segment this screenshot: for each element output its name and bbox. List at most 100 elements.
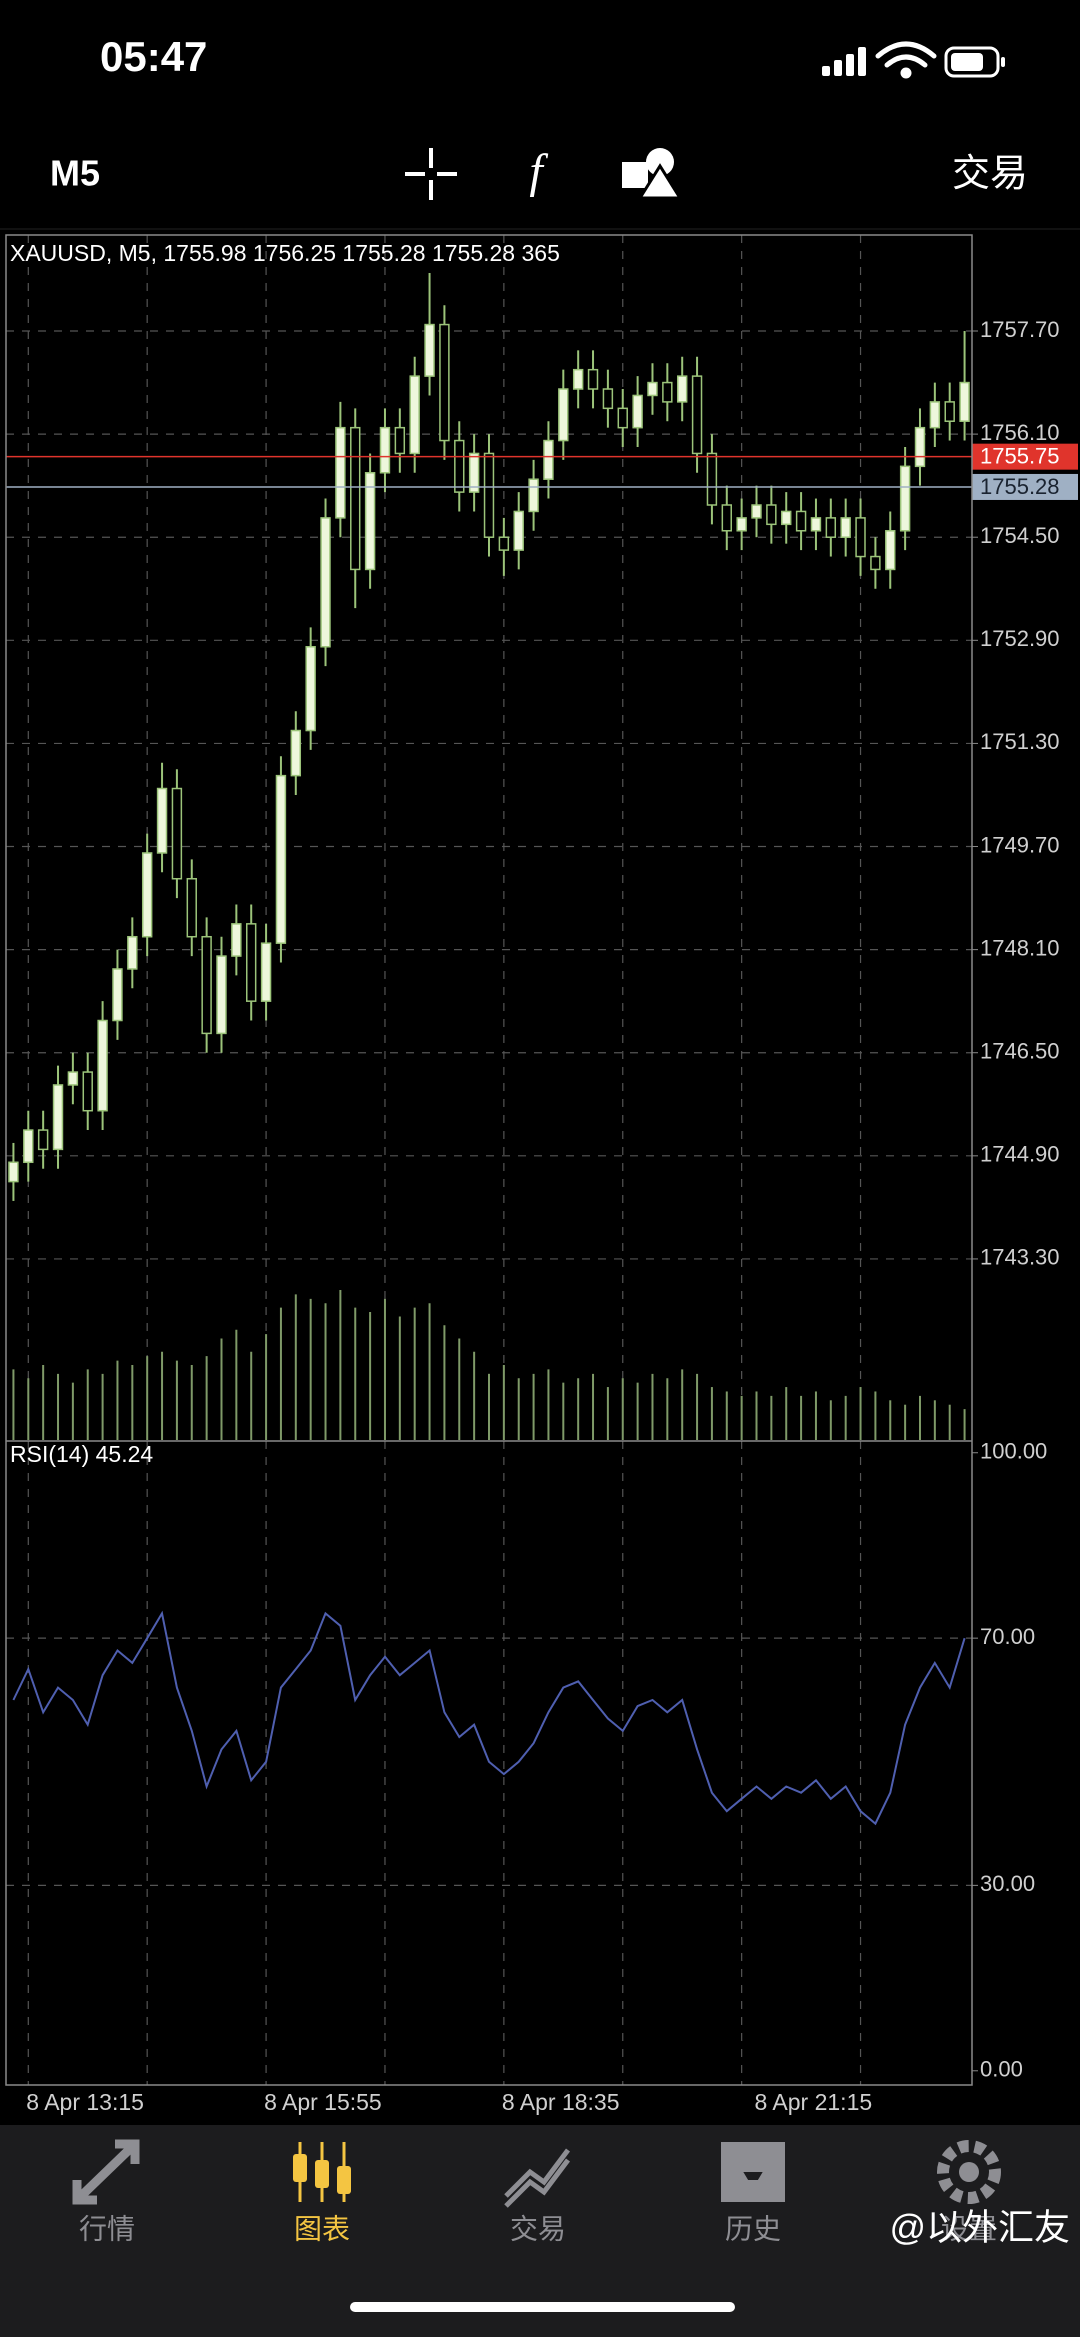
candle-body	[706, 452, 718, 506]
y-tick-label: 1752.90	[980, 626, 1060, 651]
candle-body	[825, 517, 837, 538]
candle-body	[528, 478, 539, 513]
candle-body	[899, 465, 911, 532]
candle-body	[721, 504, 732, 532]
candle-body	[156, 787, 168, 854]
chart-frame	[5, 234, 973, 2086]
trade-button[interactable]: 交易	[952, 153, 1028, 195]
candle-body	[602, 388, 614, 410]
candle-body	[632, 394, 643, 429]
x-tick-label: 8 Apr 13:15	[26, 2089, 144, 2115]
y-tick-label: 1749.70	[980, 832, 1060, 857]
candle-body	[350, 426, 361, 571]
candle-body	[736, 517, 747, 532]
tab[interactable]: 交易	[504, 2148, 570, 2244]
candle-body	[186, 877, 197, 938]
candle-body	[171, 787, 183, 880]
candle-body	[944, 401, 955, 422]
tab-icon	[72, 2139, 140, 2205]
candle-body	[231, 923, 242, 957]
home-indicator	[350, 2302, 735, 2312]
candle-body	[885, 530, 896, 571]
candle-body	[23, 1129, 34, 1164]
timeframe-button[interactable]: M5	[50, 153, 100, 194]
candle-body	[676, 375, 688, 403]
y-tick-label: 1743.30	[980, 1245, 1060, 1270]
battery-icon	[944, 46, 1005, 78]
tab-bar	[0, 2125, 1080, 2337]
candle-body	[260, 942, 272, 1002]
candle-body	[498, 536, 510, 551]
candle-body	[52, 1084, 64, 1151]
candle-body	[751, 504, 762, 519]
y-tick-label: 1757.70	[980, 317, 1060, 342]
candle-body	[840, 517, 851, 538]
rsi-line	[12, 1610, 966, 1826]
candle-body	[394, 426, 406, 455]
candle-body	[439, 323, 450, 442]
candle-body	[558, 388, 569, 442]
candle-body	[454, 439, 465, 493]
candle-body	[959, 381, 970, 422]
x-tick-label: 8 Apr 15:55	[264, 2089, 382, 2115]
chart-title: XAUUSD, M5, 1755.98 1756.25 1755.28 1755…	[10, 240, 560, 266]
crosshair-button[interactable]	[405, 148, 457, 200]
candle-body	[246, 923, 257, 1002]
candle-body	[424, 323, 435, 377]
candle-body	[67, 1071, 79, 1086]
y-tick-label: 1748.10	[980, 935, 1060, 960]
tab-icon	[937, 2140, 1001, 2204]
candle-body	[662, 381, 673, 403]
candle-body	[870, 555, 881, 571]
y-tick-label: 1754.50	[980, 523, 1060, 548]
watermark: @以外汇友	[889, 2207, 1070, 2248]
candle-body	[290, 729, 302, 777]
wifi-icon	[875, 41, 937, 79]
candle-body	[647, 381, 658, 397]
candle-body	[335, 426, 346, 519]
candle-body	[468, 452, 480, 493]
candle-body	[127, 935, 138, 970]
candle-body	[141, 852, 153, 938]
tab[interactable]: 历史	[721, 2142, 785, 2244]
candle-body	[914, 426, 926, 468]
y-tick-label: 70.00	[980, 1624, 1035, 1649]
y-tick-label: 0.00	[980, 2057, 1023, 2082]
candle-body	[795, 510, 807, 532]
tab-icon	[293, 2154, 307, 2182]
candle-body	[483, 452, 495, 538]
candle-body	[543, 439, 554, 480]
candle-body	[320, 517, 331, 648]
tab-label: 历史	[725, 2213, 781, 2244]
candle-body	[216, 955, 227, 1035]
y-tick-label: 1744.90	[980, 1142, 1060, 1167]
candle-body	[364, 472, 376, 571]
candle-body	[305, 646, 316, 732]
tab[interactable]: 设置	[937, 2140, 1001, 2244]
tab-icon	[721, 2142, 785, 2202]
tab[interactable]: 图表	[293, 2142, 351, 2244]
candle-body	[513, 510, 524, 551]
objects-button[interactable]	[622, 148, 683, 200]
candle-body	[8, 1161, 19, 1183]
candle-body	[201, 935, 212, 1035]
chart: 1743.30 1744.90 1746.50 1748.10 1749.70 1751.…	[6, 235, 1078, 2115]
signal-icon	[822, 47, 866, 76]
tab-label: 行情	[79, 2213, 135, 2244]
tab-icon	[337, 2166, 351, 2194]
tab-label: 设置	[941, 2213, 997, 2244]
y-tick-label: 100.00	[980, 1439, 1047, 1464]
candle-body	[617, 407, 628, 429]
indicator-title: RSI(14) 45.24	[10, 1441, 153, 1467]
price-label: 1755.28	[980, 474, 1060, 499]
tab-label: 图表	[294, 2213, 350, 2244]
status-time: 05:47	[100, 33, 207, 80]
candle-body	[379, 426, 391, 474]
y-tick-label: 1751.30	[980, 729, 1060, 754]
tab-label: 交易	[510, 2213, 566, 2244]
price-label-box	[972, 443, 1078, 470]
tab[interactable]: 行情	[72, 2139, 140, 2244]
candle-body	[82, 1071, 93, 1112]
